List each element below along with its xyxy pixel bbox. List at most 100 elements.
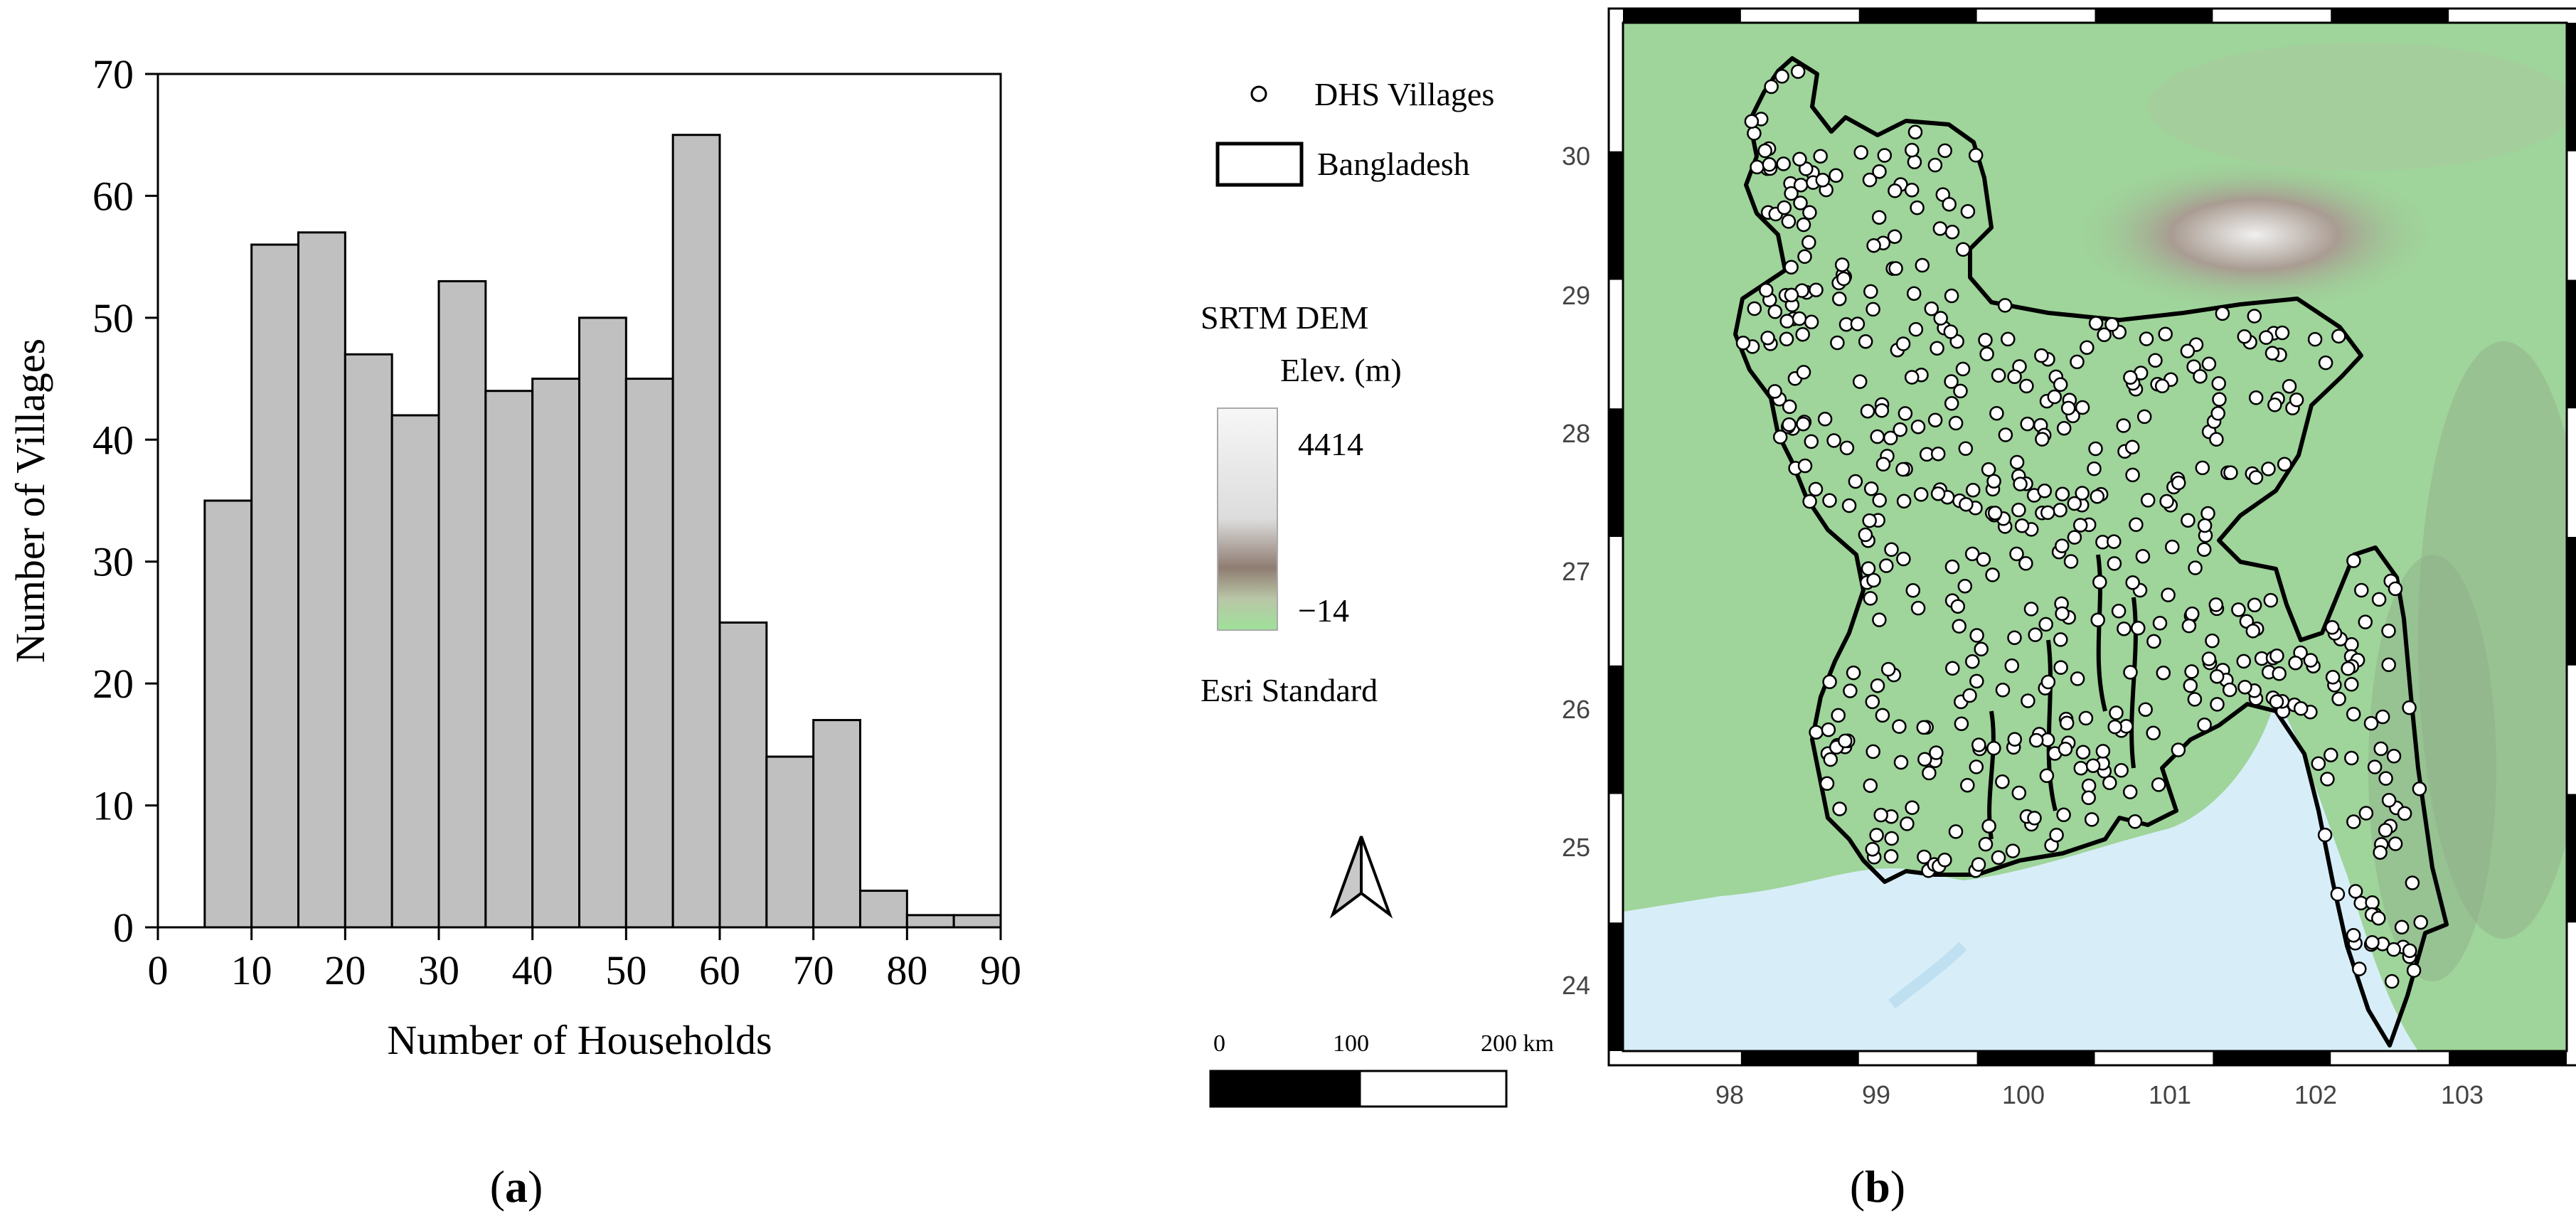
village-point: [1802, 494, 1817, 509]
x-axis-ticks: 0 10 20 30 40 50 60 70 80 90: [148, 927, 1021, 993]
village-point: [2111, 604, 2127, 619]
histogram-bar: [624, 378, 674, 929]
village-point: [1969, 628, 1984, 643]
village-point: [1815, 172, 1831, 188]
village-point: [1863, 591, 1878, 606]
village-point: [2087, 461, 2102, 476]
village-point: [2114, 763, 2129, 778]
histogram-bar: [203, 499, 253, 929]
village-point: [2209, 432, 2224, 447]
village-point: [2269, 694, 2284, 709]
village-point: [2109, 705, 2124, 720]
village-point: [2107, 556, 2122, 571]
village-point: [2358, 806, 2374, 821]
village-point: [2122, 784, 2138, 799]
village-point: [1893, 755, 1909, 770]
village-point: [2070, 354, 2085, 370]
y-tick-label: 70: [92, 51, 134, 97]
scale-label-200: 200 km: [1481, 1030, 1554, 1057]
village-point: [1991, 368, 2006, 383]
village-point: [1796, 217, 1811, 233]
village-point: [2371, 910, 2386, 926]
x-tick-label: 60: [699, 947, 740, 993]
village-point: [1907, 124, 1923, 139]
village-point: [1804, 434, 1819, 449]
village-point: [2092, 575, 2107, 590]
village-point: [1879, 558, 1894, 573]
village-point: [2282, 378, 2297, 394]
histogram-panel: 0 10 20 30 40 50 60 70 80 90 0 10 20 30 40 50 60 70 Numb…: [7, 51, 1021, 1212]
map-x-tick-label: 99: [1862, 1080, 1890, 1109]
village-point: [2078, 710, 2094, 726]
village-point: [2154, 378, 2170, 394]
village-point: [1877, 148, 1893, 163]
village-point: [2264, 346, 2280, 361]
village-point: [2197, 717, 2212, 732]
village-point: [2007, 630, 2022, 645]
village-point: [2047, 389, 2063, 405]
village-point: [1853, 145, 1868, 160]
village-point: [2085, 758, 2101, 773]
village-point: [2184, 664, 2199, 679]
village-point: [2247, 597, 2262, 613]
village-point: [2412, 782, 2427, 796]
village-point: [2056, 807, 2071, 823]
village-point: [2210, 406, 2225, 421]
village-point: [2212, 392, 2227, 407]
x-axis-label: Number of Households: [387, 1017, 772, 1063]
village-point: [1841, 498, 1857, 513]
scale-label-0: 0: [1213, 1030, 1225, 1057]
village-point: [2161, 587, 2176, 602]
village-point: [1776, 156, 1791, 171]
village-point: [2394, 920, 2410, 935]
village-point: [2075, 745, 2091, 759]
village-point: [1905, 800, 1920, 815]
village-point: [2053, 660, 2068, 675]
village-point: [1860, 403, 1875, 419]
village-point: [1832, 801, 1847, 816]
village-point: [2028, 732, 2044, 748]
village-point: [2367, 759, 2383, 774]
village-point: [2180, 343, 2196, 358]
village-point: [2090, 489, 2105, 504]
histogram-bar: [437, 279, 487, 929]
village-point: [2135, 548, 2151, 564]
histogram-bar: [297, 231, 346, 929]
village-point: [2331, 329, 2346, 344]
village-point: [1957, 578, 1973, 594]
village-point: [1969, 759, 1984, 774]
village-point: [2139, 331, 2154, 346]
histogram-bar: [765, 755, 815, 929]
village-point: [1813, 149, 1828, 164]
village-point: [2386, 942, 2401, 957]
village-point: [1960, 777, 1975, 793]
village-point: [2183, 678, 2198, 693]
village-point: [1910, 600, 1926, 616]
village-point: [1802, 205, 1817, 220]
village-point: [2088, 441, 2103, 457]
village-point: [2125, 467, 2140, 483]
village-point: [1822, 674, 1837, 690]
village-point: [1774, 69, 1789, 84]
village-point: [2320, 772, 2335, 787]
village-point: [2237, 679, 2252, 695]
village-point: [2040, 674, 2056, 690]
village-point: [2341, 661, 2356, 676]
village-point: [1884, 831, 1899, 846]
village-point: [1848, 474, 1863, 489]
village-point: [1884, 542, 1899, 558]
village-point: [1808, 481, 1824, 497]
village-point: [1986, 474, 2001, 489]
village-point: [2037, 484, 2053, 499]
village-point: [2381, 623, 2396, 639]
village-point: [1971, 857, 1986, 872]
village-points: [1735, 64, 2428, 989]
village-point: [1981, 462, 1996, 477]
village-point: [2140, 493, 2156, 508]
village-point: [1865, 694, 1880, 710]
village-point: [1858, 527, 1873, 543]
village-point: [2053, 377, 2068, 393]
village-point: [1910, 419, 1926, 435]
village-point: [2146, 725, 2161, 741]
village-point: [1930, 486, 1946, 501]
